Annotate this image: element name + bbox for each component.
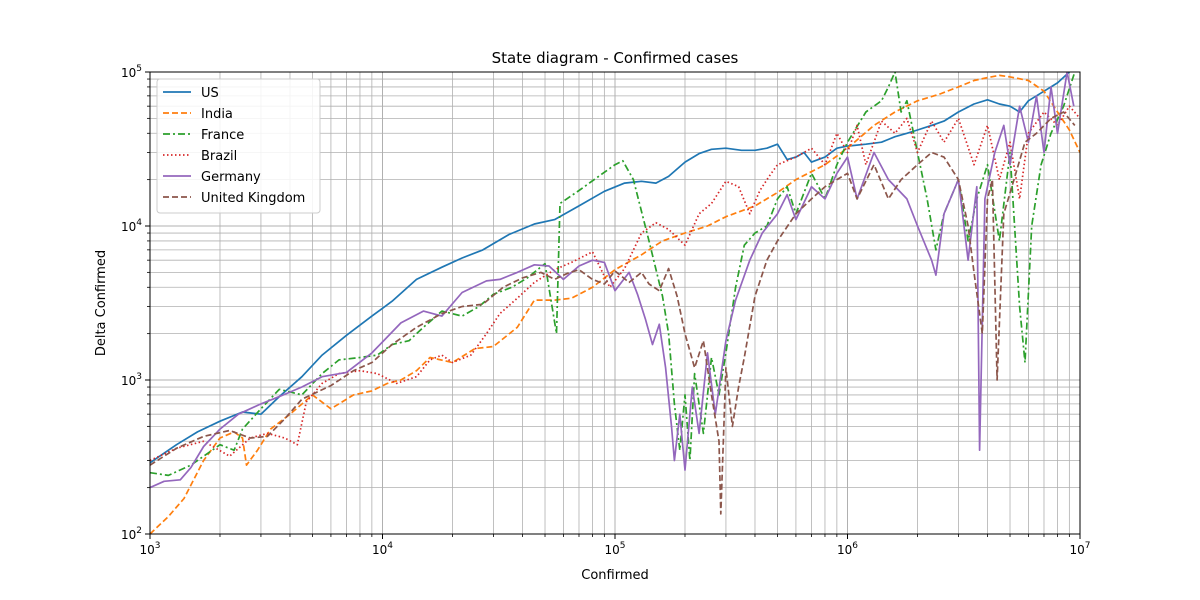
x-tick-label: 106 [837, 541, 858, 557]
legend: US India France Brazil Germany United Kingdom [156, 78, 321, 214]
series-line-india [150, 74, 1080, 534]
series-layer [150, 72, 1080, 534]
y-axis: 102 103 104 105 [121, 64, 150, 542]
y-tick-label: 102 [121, 526, 142, 542]
x-tick-label: 107 [1069, 541, 1090, 557]
legend-label-germany: Germany [201, 170, 261, 185]
legend-box [156, 78, 321, 214]
y-tick-label: 103 [121, 372, 142, 388]
x-tick-label: 104 [372, 541, 393, 557]
grid [149, 72, 1080, 535]
x-tick-label: 105 [604, 541, 625, 557]
legend-label-united-kingdom: United Kingdom [201, 191, 305, 206]
y-tick-label: 104 [121, 218, 142, 234]
series-line-united-kingdom [150, 111, 1076, 515]
legend-label-us: US [201, 86, 219, 101]
y-axis-label: Delta Confirmed [94, 250, 109, 356]
legend-label-india: India [201, 107, 233, 122]
x-axis: 103 104 105 106 107 [139, 534, 1091, 557]
x-tick-label: 103 [139, 541, 160, 557]
series-line-germany [150, 72, 1075, 489]
legend-label-brazil: Brazil [201, 149, 237, 164]
legend-label-france: France [201, 128, 244, 143]
y-tick-label: 105 [121, 64, 142, 80]
chart-title: State diagram - Confirmed cases [492, 49, 739, 67]
series-line-us [150, 72, 1070, 464]
x-axis-label: Confirmed [581, 568, 649, 583]
